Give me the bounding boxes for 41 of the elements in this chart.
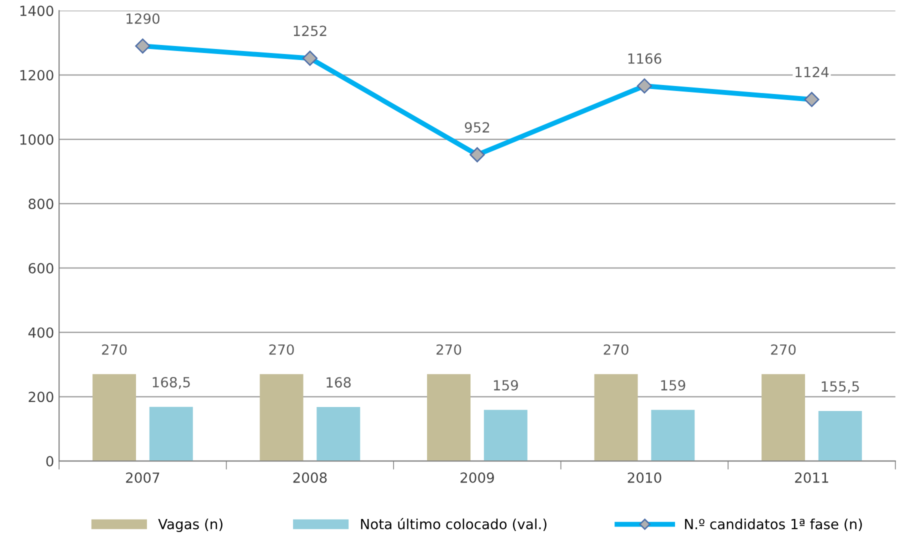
bar <box>316 407 360 462</box>
y-tick-label: 1200 <box>20 70 54 80</box>
x-tick-label: 2008 <box>293 472 327 483</box>
legend-label: N.º candidatos 1ª fase (n) <box>685 518 862 531</box>
y-tick-label: 400 <box>28 327 54 338</box>
y-tick-label: 1400 <box>20 6 54 16</box>
data-label: 270 <box>604 344 628 355</box>
data-label: 155,5 <box>822 381 859 394</box>
bar <box>818 411 862 462</box>
data-label: 270 <box>771 344 796 355</box>
data-label: 1166 <box>628 53 662 64</box>
bar <box>149 406 193 462</box>
x-tick-label: 2009 <box>460 472 494 483</box>
bar <box>762 374 806 462</box>
data-label: 168 <box>326 377 351 388</box>
data-label: 952 <box>464 122 490 133</box>
y-tick-label: 1000 <box>20 134 54 145</box>
bar <box>427 374 471 462</box>
data-label: 270 <box>436 344 462 355</box>
y-tick-label: 0 <box>46 456 54 467</box>
data-label: 1290 <box>126 13 160 24</box>
x-tick-label: 2011 <box>795 472 828 483</box>
y-tick-label: 800 <box>28 198 54 210</box>
legend-label: Vagas (n) <box>158 518 222 532</box>
bar <box>484 410 528 462</box>
x-tick-label: 2010 <box>628 472 662 483</box>
bar <box>594 374 638 462</box>
bar <box>92 374 136 462</box>
data-label: 1252 <box>294 26 326 36</box>
bar <box>260 374 304 462</box>
data-label: 270 <box>102 344 127 355</box>
data-label: 270 <box>269 344 294 355</box>
data-label: 159 <box>661 380 686 391</box>
y-tick-label: 200 <box>28 392 54 402</box>
data-label: 168,5 <box>152 376 190 389</box>
data-label: 159 <box>494 380 518 391</box>
y-tick-label: 600 <box>28 262 54 274</box>
bar <box>651 410 695 462</box>
x-tick-label: 2007 <box>126 472 160 483</box>
legend-label: Nota último colocado (val.) <box>361 518 546 531</box>
data-label: 1124 <box>796 66 829 78</box>
